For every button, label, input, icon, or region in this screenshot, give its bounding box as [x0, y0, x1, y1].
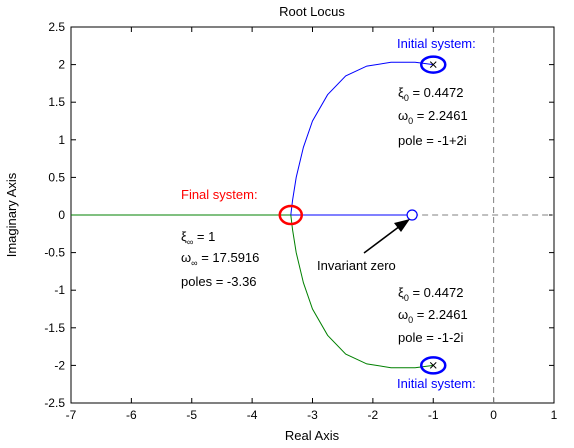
bottom-xi-symbol: ξ — [398, 285, 404, 300]
x-tick-label: -7 — [66, 408, 77, 422]
axis-ticks: -7 -6 -5 -4 -3 -2 -1 0 1 2.5 2 1.5 1 0.5 0 -0.5 -1 -1.5 -2… — [44, 20, 557, 422]
bottom-pole-line: pole = -1-2i — [398, 330, 464, 345]
top-xi-value: = 0.4472 — [409, 85, 464, 100]
final-omega-value: = 17.5916 — [198, 250, 260, 265]
top-omega-symbol: ω — [398, 108, 408, 123]
pole-x-marker — [429, 61, 437, 68]
y-tick-label: 2.5 — [48, 20, 65, 34]
invariant-zero-marker — [406, 209, 418, 221]
final-xi-subscript: ∞ — [187, 237, 193, 247]
y-tick-label: -1 — [54, 283, 65, 297]
x-tick-label: 1 — [551, 408, 558, 422]
y-tick-label: 2 — [58, 58, 65, 72]
bottom-xi-subscript: 0 — [404, 293, 409, 303]
x-tick-label: -2 — [368, 408, 379, 422]
bottom-omega-subscript: 0 — [408, 315, 413, 325]
y-tick-label: -0.5 — [44, 246, 65, 260]
y-tick-label: -2 — [54, 358, 65, 372]
top-xi-line: ξ0 = 0.4472 — [398, 85, 463, 103]
final-pole-circle — [278, 204, 304, 226]
final-xi-line: ξ∞ = 1 — [181, 229, 215, 247]
arrow-shaft — [363, 222, 405, 254]
bottom-omega-value: = 2.2461 — [413, 307, 468, 322]
final-system-label: Final system: — [181, 187, 258, 202]
bottom-xi-value: = 0.4472 — [409, 285, 464, 300]
final-poles-line: poles = -3.36 — [181, 274, 257, 289]
y-tick-label: 0.5 — [48, 170, 65, 184]
invariant-zero-label: Invariant zero — [317, 258, 396, 273]
final-omega-symbol: ω — [181, 250, 191, 265]
pole-zero-markers — [278, 55, 447, 375]
y-tick-label: 1 — [58, 133, 65, 147]
x-tick-label: -6 — [126, 408, 137, 422]
pole-x-marker — [429, 362, 437, 369]
top-xi-symbol: ξ — [398, 85, 404, 100]
locus-branches — [71, 61, 434, 369]
bottom-omega-line: ω0 = 2.2461 — [398, 307, 468, 325]
arrow-head — [394, 219, 410, 232]
invariant-zero-arrow — [363, 219, 410, 254]
initial-system-top-label: Initial system: — [397, 36, 476, 51]
initial-system-bottom-label: Initial system: — [397, 376, 476, 391]
final-omega-subscript: ∞ — [191, 258, 197, 268]
final-xi-value: = 1 — [193, 229, 215, 244]
y-tick-label: -1.5 — [44, 321, 65, 335]
upper-locus-branch — [290, 61, 434, 216]
x-tick-label: -1 — [428, 408, 439, 422]
x-tick-label: -5 — [186, 408, 197, 422]
top-pole-line: pole = -1+2i — [398, 133, 467, 148]
x-axis-label: Real Axis — [285, 428, 340, 443]
y-tick-label: 1.5 — [48, 95, 65, 109]
bottom-parameters: ξ0 = 0.4472 ω0 = 2.2461 pole = -1-2i — [398, 285, 468, 345]
lower-locus-branch — [71, 214, 434, 369]
final-xi-symbol: ξ — [181, 229, 187, 244]
plot-area: -7 -6 -5 -4 -3 -2 -1 0 1 2.5 2 1.5 1 0.5 0 -0.5 -1 -1.5 -2… — [44, 20, 557, 422]
final-omega-line: ω∞ = 17.5916 — [181, 250, 259, 268]
top-parameters: ξ0 = 0.4472 ω0 = 2.2461 pole = -1+2i — [398, 85, 468, 148]
final-parameters: ξ∞ = 1 ω∞ = 17.5916 poles = -3.36 — [181, 229, 259, 289]
y-axis-label: Imaginary Axis — [4, 172, 19, 257]
bottom-xi-line: ξ0 = 0.4472 — [398, 285, 463, 303]
bottom-omega-symbol: ω — [398, 307, 408, 322]
initial-pole-circle — [420, 55, 447, 74]
y-tick-label: -2.5 — [44, 396, 65, 410]
top-xi-subscript: 0 — [404, 93, 409, 103]
x-tick-label: -4 — [247, 408, 258, 422]
initial-pole-circle — [420, 356, 447, 375]
top-omega-subscript: 0 — [408, 116, 413, 126]
top-omega-line: ω0 = 2.2461 — [398, 108, 468, 126]
top-omega-value: = 2.2461 — [413, 108, 468, 123]
y-tick-label: 0 — [58, 208, 65, 222]
x-tick-label: 0 — [490, 408, 497, 422]
reference-lines — [412, 27, 554, 403]
x-tick-label: -3 — [307, 408, 318, 422]
chart-title: Root Locus — [279, 4, 345, 19]
